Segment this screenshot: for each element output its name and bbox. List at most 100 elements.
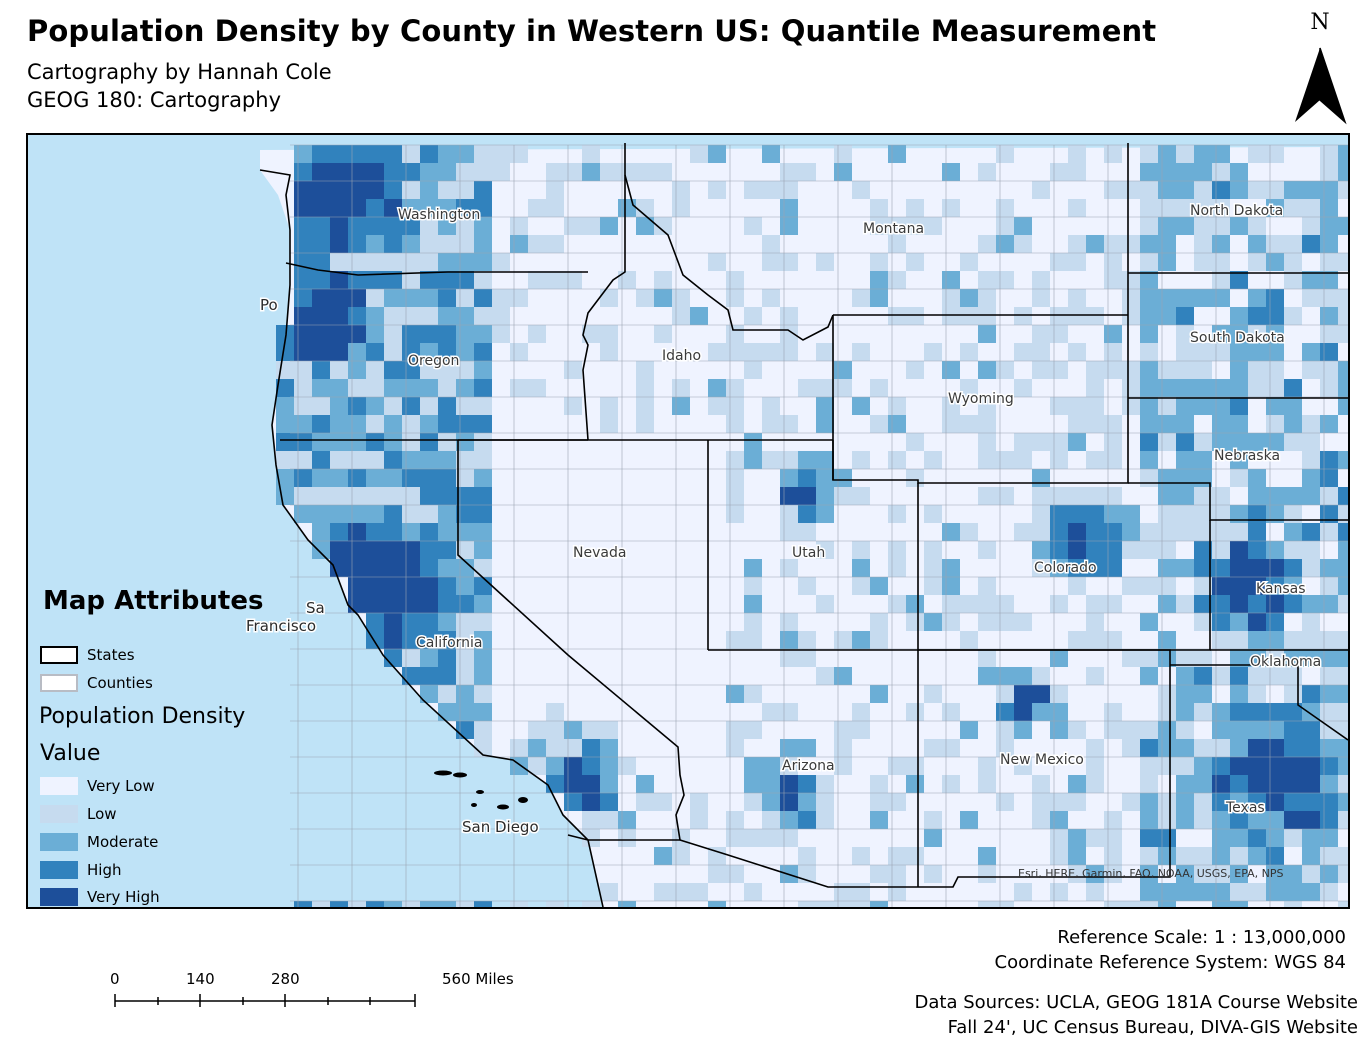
label-san-diego: San Diego <box>462 818 539 836</box>
county-cell <box>1212 271 1230 289</box>
county-cell <box>852 577 870 595</box>
county-cell <box>1104 181 1122 199</box>
county-cell <box>1302 649 1320 667</box>
county-cell <box>762 451 780 469</box>
county-cell <box>1050 721 1068 739</box>
county-cell <box>870 793 888 811</box>
county-cell <box>1140 667 1158 685</box>
county-cell <box>546 739 564 757</box>
county-cell <box>1194 181 1212 199</box>
county-cell <box>402 901 420 907</box>
county-cell <box>294 199 312 217</box>
county-cell <box>312 307 330 325</box>
county-cell <box>1158 199 1176 217</box>
north-arrow-icon: N <box>1290 10 1350 126</box>
state-boundaries <box>259 143 1348 907</box>
county-cell <box>294 379 312 397</box>
county-cell <box>456 397 474 415</box>
legend-class-label: Very High <box>87 888 160 906</box>
county-cell <box>1086 523 1104 541</box>
county-cell <box>1302 361 1320 379</box>
county-cell <box>402 433 420 451</box>
county-cell <box>510 235 528 253</box>
county-cell <box>348 325 366 343</box>
county-cell <box>600 289 618 307</box>
county-cell <box>1284 649 1302 667</box>
county-cell <box>708 865 726 883</box>
county-cell <box>996 793 1014 811</box>
county-cell <box>906 847 924 865</box>
county-cell <box>366 217 384 235</box>
county-cell <box>888 415 906 433</box>
county-cell <box>618 811 636 829</box>
county-cell <box>1302 271 1320 289</box>
county-cell <box>1194 775 1212 793</box>
county-cell <box>1176 469 1194 487</box>
county-cell <box>1068 793 1086 811</box>
county-cell <box>456 253 474 271</box>
county-cell <box>402 163 420 181</box>
county-cell <box>420 487 438 505</box>
county-cell <box>1050 595 1068 613</box>
county-cell <box>1158 379 1176 397</box>
county-cell <box>798 451 816 469</box>
legend-class-moderate: Moderate <box>40 832 158 852</box>
county-cell <box>1068 397 1086 415</box>
county-cell <box>1212 883 1230 901</box>
county-cell <box>1320 343 1338 361</box>
county-cell <box>474 289 492 307</box>
county-cell <box>402 451 420 469</box>
county-cell <box>1338 361 1348 379</box>
county-cell <box>294 901 312 907</box>
county-cell <box>1104 829 1122 847</box>
county-cell <box>366 253 384 271</box>
county-cell <box>1302 847 1320 865</box>
county-cell <box>1284 415 1302 433</box>
county-cell <box>1284 811 1302 829</box>
county-cell <box>330 145 348 163</box>
county-cell <box>474 667 492 685</box>
county-cell <box>582 811 600 829</box>
county-cell <box>1140 181 1158 199</box>
county-cell <box>312 145 330 163</box>
county-cell <box>870 379 888 397</box>
county-cell <box>1122 541 1140 559</box>
county-cell <box>834 757 852 775</box>
county-cell <box>744 559 762 577</box>
county-cell <box>312 523 330 541</box>
north-letter: N <box>1310 10 1330 35</box>
county-cell <box>1230 559 1248 577</box>
county-cell <box>1320 739 1338 757</box>
county-cell <box>1302 631 1320 649</box>
county-cell <box>1158 181 1176 199</box>
county-cell <box>420 181 438 199</box>
county-cell <box>870 865 888 883</box>
county-cell <box>600 811 618 829</box>
county-cell <box>348 343 366 361</box>
county-cell <box>384 181 402 199</box>
county-cell <box>348 379 366 397</box>
county-cell <box>384 325 402 343</box>
county-cell <box>1320 649 1338 667</box>
county-cell <box>1230 379 1248 397</box>
county-cell <box>1086 631 1104 649</box>
county-cell <box>312 397 330 415</box>
county-cell <box>1176 487 1194 505</box>
county-cell <box>474 343 492 361</box>
county-cell <box>294 343 312 361</box>
county-cell <box>438 271 456 289</box>
county-cell <box>1302 469 1320 487</box>
county-cell <box>1212 199 1230 217</box>
county-cell <box>1212 145 1230 163</box>
county-cell <box>1158 505 1176 523</box>
county-cell <box>726 631 744 649</box>
county-cell <box>456 379 474 397</box>
county-cell <box>1050 793 1068 811</box>
county-cell <box>1212 505 1230 523</box>
label-colorado: Colorado <box>1034 560 1097 576</box>
county-cell <box>996 901 1014 907</box>
county-cell <box>1230 793 1248 811</box>
county-cell <box>348 595 366 613</box>
county-cell <box>348 469 366 487</box>
county-cell <box>1194 757 1212 775</box>
